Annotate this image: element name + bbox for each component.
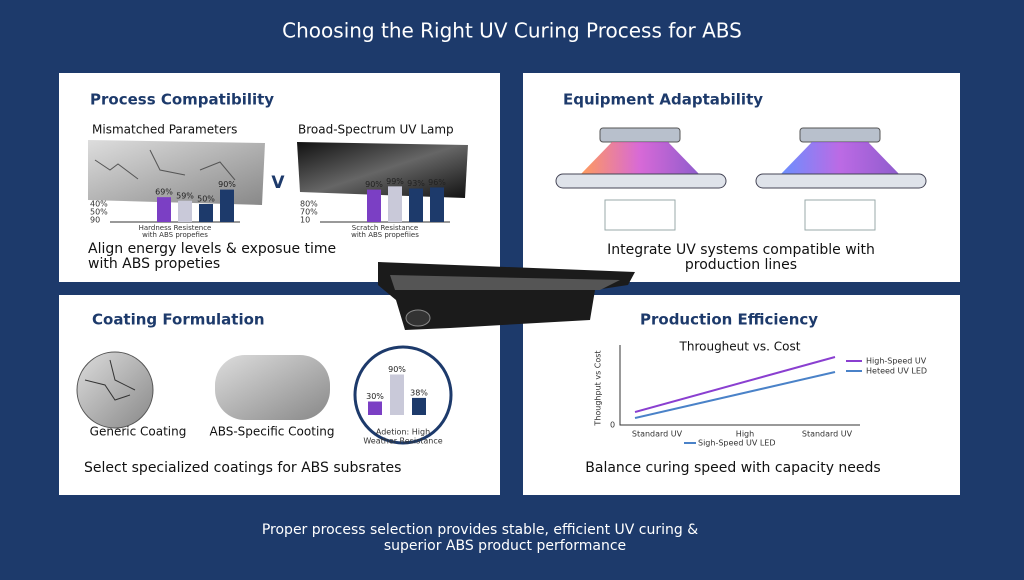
chart-caption: with ABS propefiies — [351, 231, 419, 239]
bar — [390, 374, 404, 415]
bar-label: 93% — [407, 179, 425, 188]
cracks — [84, 359, 136, 401]
coating-image — [76, 351, 154, 429]
axis-label: 80% — [300, 200, 318, 209]
bar — [199, 204, 213, 222]
footer: Proper process selection provides stable… — [262, 522, 698, 538]
chart-title: Througheut vs. Cost — [679, 340, 801, 354]
bar — [220, 189, 234, 222]
title: Choosing the Right UV Curing Process for… — [282, 19, 742, 43]
chart-caption: with ABS propefies — [142, 231, 208, 239]
line — [634, 371, 836, 419]
bar-label: 96% — [428, 178, 446, 187]
bar-label: 30% — [366, 392, 384, 401]
x-note: Sigh-Speed UV LED — [698, 439, 776, 448]
panel-title: Coating Formulation — [92, 311, 265, 329]
bar-label: 90% — [218, 180, 236, 189]
panel — [523, 295, 960, 495]
chart-caption: Adetion: High — [376, 428, 430, 437]
image-label: ABS-Specific Cooting — [209, 425, 334, 439]
legend-entry: Heteed UV LED — [866, 367, 927, 376]
panel-footer: Select specialized coatings for ABS subs… — [84, 460, 401, 476]
bar — [412, 397, 426, 415]
bar-label: 90% — [388, 365, 406, 374]
axis-label: 50% — [90, 208, 108, 217]
bar — [367, 189, 381, 222]
panel-footer: Align energy levels & exposue time — [88, 241, 336, 257]
cracks — [94, 149, 236, 181]
y-label: Thoughput vs Cost — [594, 350, 603, 426]
image-label: Broad-Spectrum UV Lamp — [298, 123, 454, 137]
surface-image — [88, 140, 265, 205]
footer: superior ABS product performance — [384, 538, 626, 554]
image-label: Generic Coating — [90, 425, 187, 439]
coating-image — [215, 355, 330, 420]
uv-lamp-icon — [555, 127, 927, 231]
x-label: Standard UV — [632, 430, 683, 439]
chart-caption: Scratch Resistance — [352, 224, 418, 232]
surface-image — [297, 142, 468, 198]
panel-title: Process Compatibility — [90, 91, 274, 109]
bar-label: 50% — [197, 195, 215, 204]
bar — [178, 200, 192, 222]
x-label: Standard UV — [802, 430, 853, 439]
panel-title: Equipment Adaptability — [563, 91, 763, 109]
bar — [409, 188, 423, 222]
bar-label: 69% — [155, 188, 173, 197]
bar — [430, 187, 444, 222]
legend-entry: High-Speed UV — [866, 357, 927, 366]
bar — [157, 197, 171, 222]
abs-part-image — [378, 262, 635, 330]
bar — [388, 186, 402, 222]
line — [634, 356, 836, 413]
panel-footer: with ABS propeties — [88, 256, 220, 272]
axis-label: 10 — [300, 216, 310, 225]
chart-caption: Hardness Resistence — [139, 224, 212, 232]
panel-footer: Balance curing speed with capacity needs — [585, 460, 880, 476]
panel-footer: production lines — [685, 257, 797, 273]
bar-label: 90% — [365, 180, 383, 189]
y-zero: 0 — [610, 421, 615, 430]
panel-footer: Integrate UV systems compatible with — [607, 242, 875, 258]
panel-title: Production Efficiency — [640, 311, 818, 329]
axis-label: 40% — [90, 200, 108, 209]
axis-label: 70% — [300, 208, 318, 217]
bar-label: 38% — [410, 388, 428, 397]
axis-label: 90 — [90, 216, 100, 225]
bar — [368, 401, 382, 415]
image-label: Mismatched Parameters — [92, 123, 237, 137]
chart-caption: Weather Resistance — [363, 437, 442, 446]
bar-label: 59% — [176, 191, 194, 200]
bar-label: 99% — [386, 177, 404, 186]
x-label: High — [736, 430, 754, 439]
axes — [619, 345, 860, 426]
versus: V — [271, 173, 285, 193]
